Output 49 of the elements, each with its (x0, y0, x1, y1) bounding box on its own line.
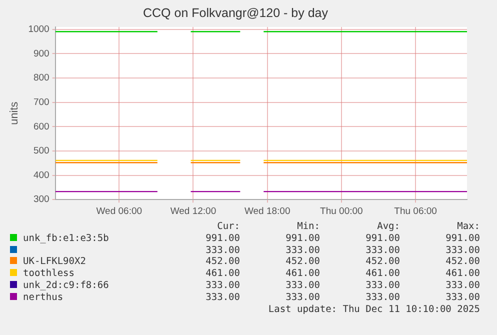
text: Max: (456, 221, 480, 233)
legend-label: unk_2d:c9:f8:66 (22, 280, 110, 292)
y-axis-title: units (8, 101, 21, 125)
text: 991.00 (204, 232, 240, 245)
text: 333.00 (204, 244, 240, 256)
y-tick-label: 500 (33, 146, 50, 157)
text: Min: (296, 221, 320, 233)
text: 452.00 (204, 256, 240, 268)
y-tick-label: 300 (33, 194, 50, 206)
text: 333.00 (444, 244, 480, 256)
y-tick-label: 600 (33, 121, 50, 132)
text: 461.00 (444, 268, 480, 280)
legend-label: nerthus (22, 292, 64, 304)
text: 991.00 (444, 232, 480, 245)
legend-label: unk_fb:e1:e3:5b (22, 232, 110, 245)
text: 452.00 (284, 256, 320, 268)
text: 452.00 (364, 256, 400, 268)
x-tick-label: Wed 18:00 (244, 206, 290, 217)
text: Last update: Thu Dec 11 10:10:00 2025 (267, 304, 480, 316)
text: 333.00 (444, 280, 480, 292)
text: 333.00 (444, 292, 480, 304)
y-tick-label: 1000 (28, 24, 50, 36)
text: 333.00 (204, 280, 240, 292)
text: 333.00 (284, 244, 320, 256)
text: 461.00 (364, 268, 400, 280)
chart-title: CCQ on Folkvangr@120 - by day (143, 6, 329, 20)
y-tick-label: 700 (33, 96, 50, 108)
text: 333.00 (284, 292, 320, 304)
x-tick-label: Wed 12:00 (170, 206, 216, 217)
text: 452.00 (444, 256, 480, 268)
x-tick-label: Wed 06:00 (96, 206, 142, 217)
y-tick-label: 900 (33, 48, 50, 60)
text: 333.00 (364, 280, 400, 292)
text: 991.00 (364, 232, 400, 245)
y-tick-label: 800 (33, 72, 50, 84)
text: 333.00 (284, 280, 320, 292)
text: Cur: (216, 221, 240, 233)
y-tick-label: 400 (33, 170, 50, 181)
text: 333.00 (364, 244, 400, 256)
text: Avg: (376, 221, 400, 233)
text: 333.00 (364, 292, 400, 304)
x-tick-label: Thu 00:00 (320, 206, 363, 217)
text: 461.00 (204, 268, 240, 280)
legend-label: toothless (22, 268, 76, 280)
x-tick-label: Thu 06:00 (394, 206, 437, 217)
text: 991.00 (284, 232, 320, 245)
text: 461.00 (284, 268, 320, 280)
legend-label: UK-LFKL90X2 (22, 256, 87, 268)
text: 333.00 (204, 292, 240, 304)
